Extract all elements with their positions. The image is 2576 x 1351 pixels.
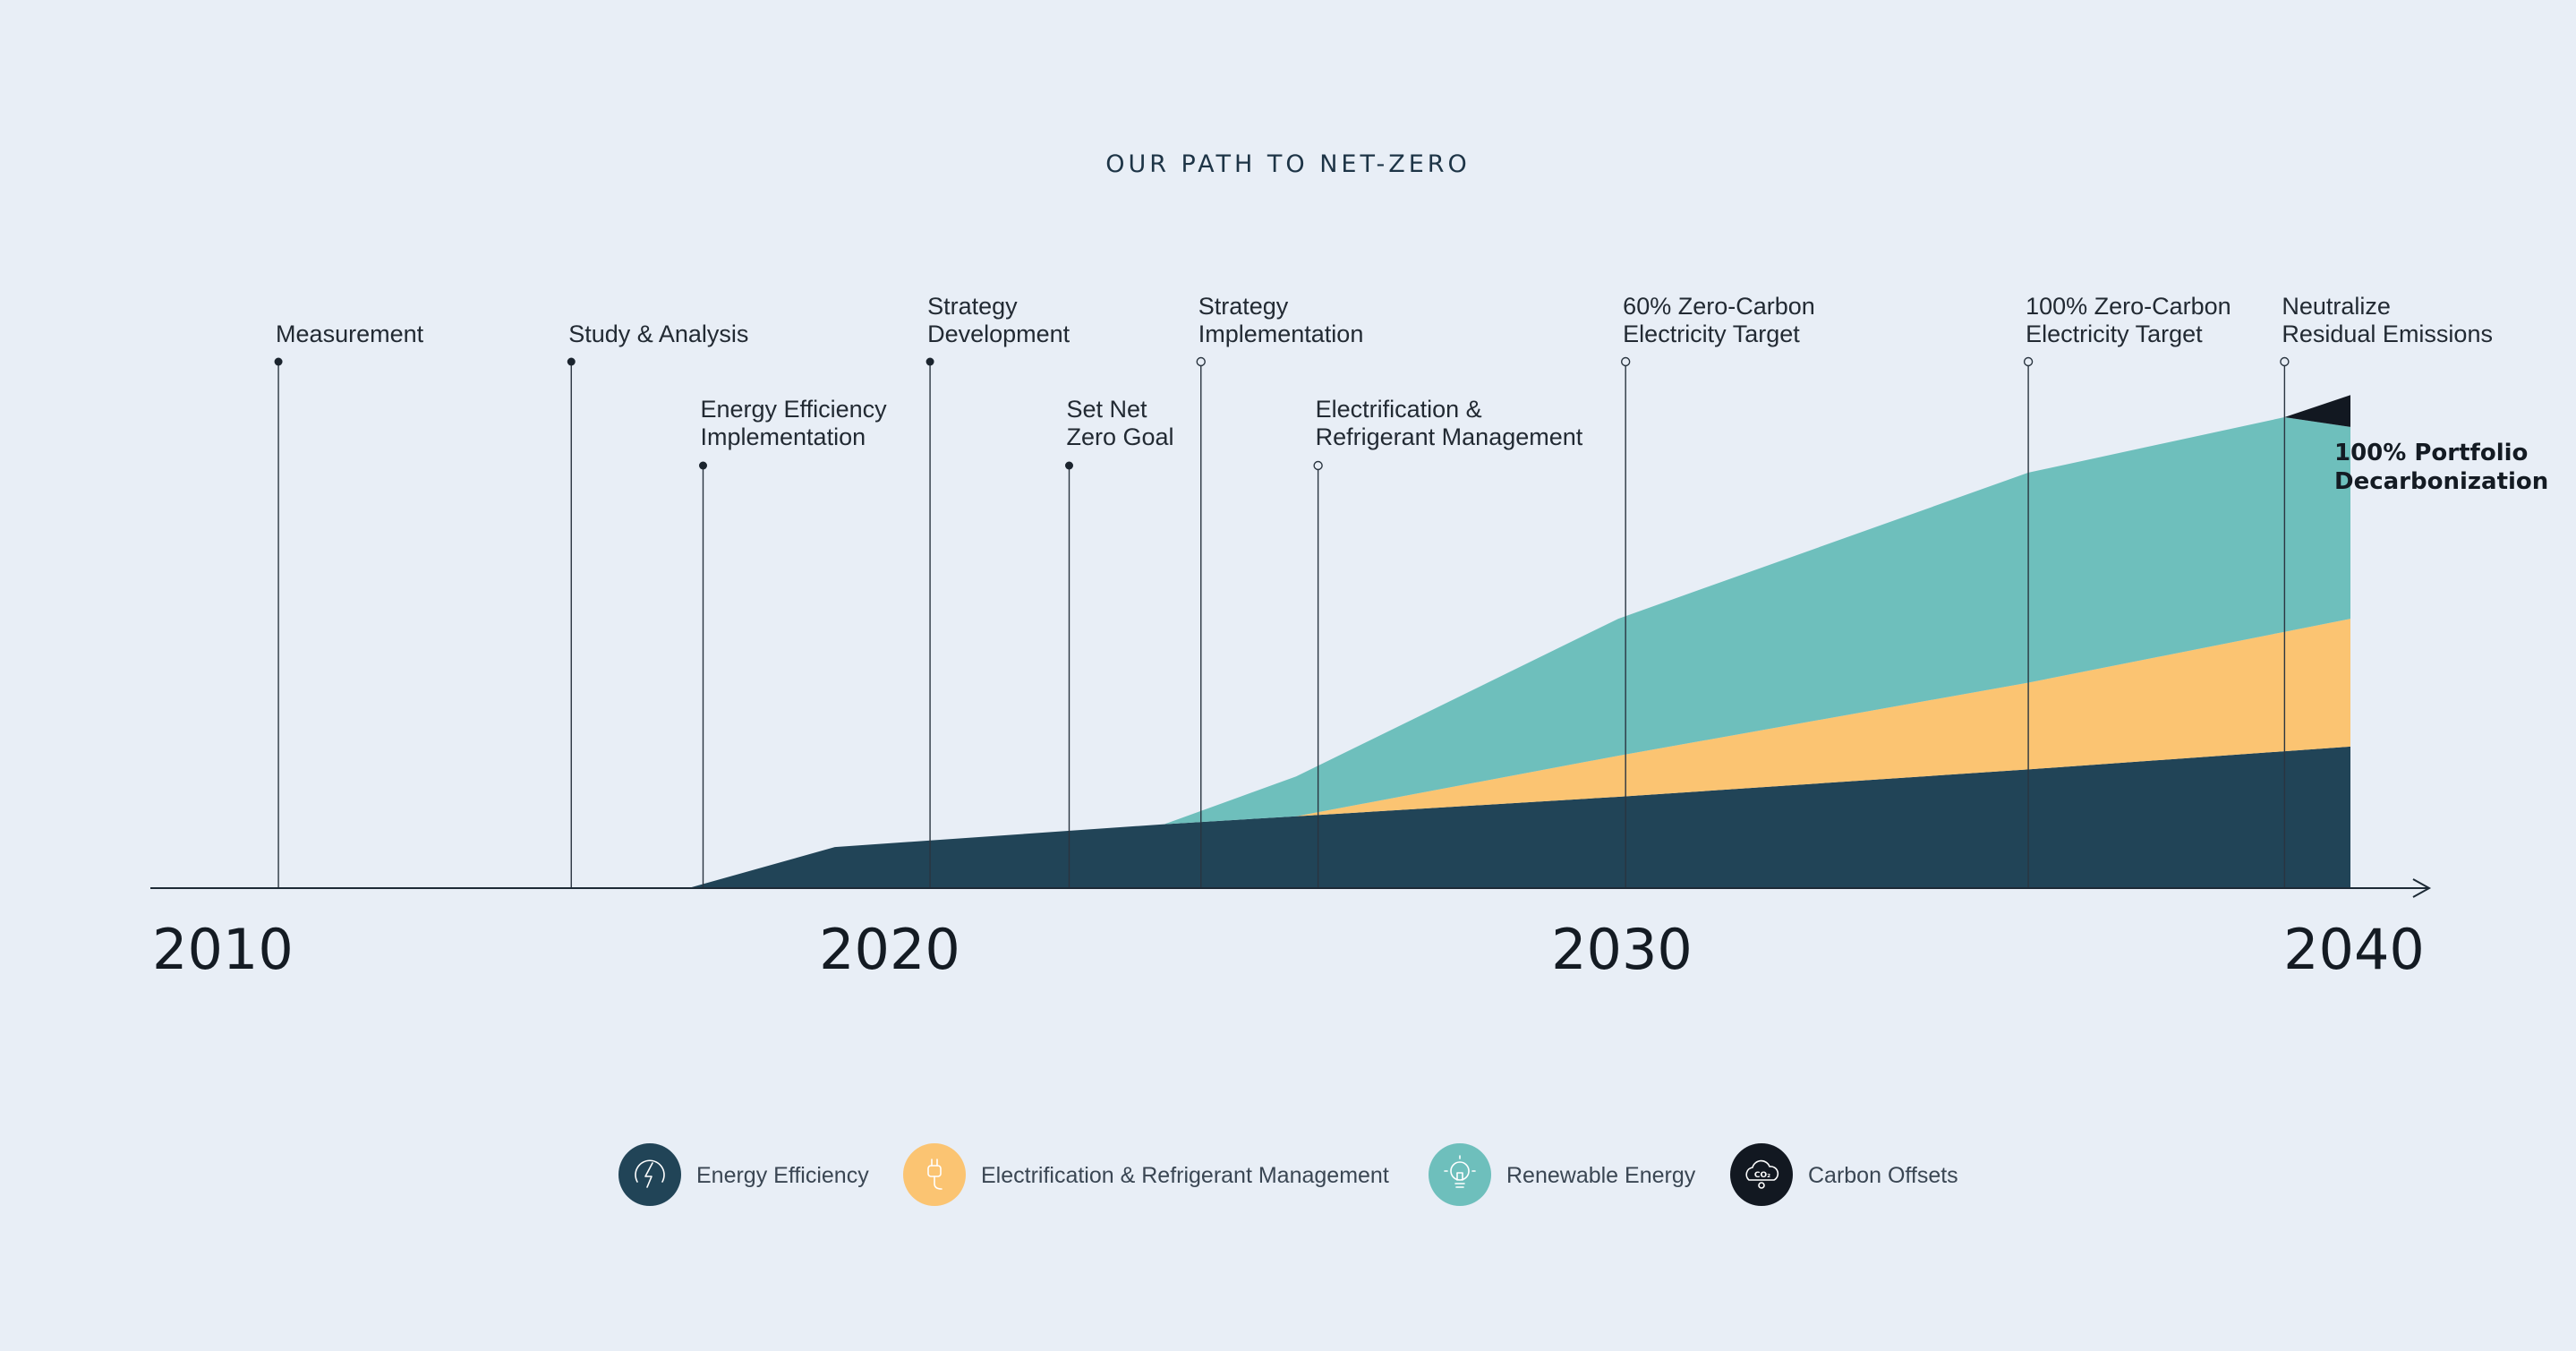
co2-glyph: CO₂	[1754, 1171, 1770, 1180]
endpoint-label: Decarbonization	[2334, 468, 2548, 495]
legend-label: Carbon Offsets	[1808, 1163, 1958, 1188]
milestone-dot-open	[2023, 356, 2034, 367]
milestone-label: 100% Zero-Carbon	[2026, 293, 2231, 320]
area-electrification	[1296, 619, 2350, 817]
legend-swatch	[903, 1143, 966, 1206]
milestone-label: Residual Emissions	[2282, 321, 2493, 347]
milestone-dot-open	[2280, 356, 2290, 367]
milestone-label: Implementation	[701, 423, 866, 450]
milestone-dot	[925, 357, 934, 366]
milestone-dot	[274, 357, 283, 366]
area-energy-efficiency	[688, 746, 2350, 888]
co2-cloud-icon: CO₂	[1745, 1159, 1779, 1189]
milestone-dot	[1065, 461, 1073, 470]
milestone-label: Strategy	[1198, 293, 1289, 320]
legend-swatch	[1730, 1143, 1793, 1206]
legend-item: Energy Efficiency	[618, 1143, 869, 1206]
chart-title: OUR PATH TO NET-ZERO	[1105, 150, 1471, 178]
area-renewable-energy	[1164, 417, 2350, 825]
milestone: Measurement	[274, 321, 424, 888]
milestone-label: Refrigerant Management	[1316, 423, 1583, 450]
x-tick-label: 2040	[2283, 917, 2425, 982]
legend-swatch	[1429, 1143, 1491, 1206]
x-tick-label: 2020	[819, 917, 960, 982]
area-carbon-offsets	[2284, 395, 2350, 427]
x-tick-label: 2010	[152, 917, 294, 982]
milestone-dot	[567, 357, 576, 366]
milestone-label: Neutralize	[2282, 293, 2391, 320]
endpoint-label: 100% Portfolio	[2334, 440, 2528, 466]
milestone-label: Strategy	[927, 293, 1018, 320]
area-layers	[688, 395, 2350, 888]
legend-item: Renewable Energy	[1429, 1143, 1696, 1206]
milestone: Study & Analysis	[567, 321, 748, 888]
milestone: Electrification &Refrigerant Management	[1313, 396, 1583, 888]
x-axis: 2010 2020 2030 2040	[150, 878, 2432, 982]
legend-label: Electrification & Refrigerant Management	[981, 1163, 1389, 1188]
milestone-dot-open	[1196, 356, 1206, 367]
milestone-label: Energy Efficiency	[701, 396, 888, 423]
x-tick-label: 2030	[1551, 917, 1693, 982]
milestone-label: Electrification &	[1316, 396, 1482, 423]
milestone-dot-open	[1313, 460, 1323, 471]
legend-label: Energy Efficiency	[696, 1163, 869, 1188]
milestone-label: Electricity Target	[1623, 321, 1800, 347]
milestone-label: 60% Zero-Carbon	[1623, 293, 1815, 320]
legend-item: Electrification & Refrigerant Management	[903, 1143, 1389, 1206]
legend-item: CO₂ Carbon Offsets	[1730, 1143, 1958, 1206]
legend: Energy Efficiency Electrification & Refri…	[618, 1143, 1958, 1206]
milestone-dot	[699, 461, 707, 470]
milestone-label: Measurement	[276, 321, 424, 347]
lightbulb-icon	[1444, 1155, 1476, 1188]
milestone-label: Development	[927, 321, 1070, 347]
milestone-dot-open	[1620, 356, 1631, 367]
legend-swatch	[618, 1143, 681, 1206]
milestone-label: Set Net	[1067, 396, 1148, 423]
milestone-label: Zero Goal	[1067, 423, 1174, 450]
lightning-leaf-icon	[635, 1159, 665, 1188]
milestone-label: Electricity Target	[2026, 321, 2203, 347]
x-axis-arrow	[2412, 878, 2432, 898]
legend-label: Renewable Energy	[1506, 1163, 1696, 1188]
milestone-label: Implementation	[1198, 321, 1364, 347]
plug-icon	[927, 1159, 943, 1190]
milestone-label: Study & Analysis	[568, 321, 748, 347]
milestones: Measurement Study & Analysis Energy Effici…	[274, 293, 2493, 888]
